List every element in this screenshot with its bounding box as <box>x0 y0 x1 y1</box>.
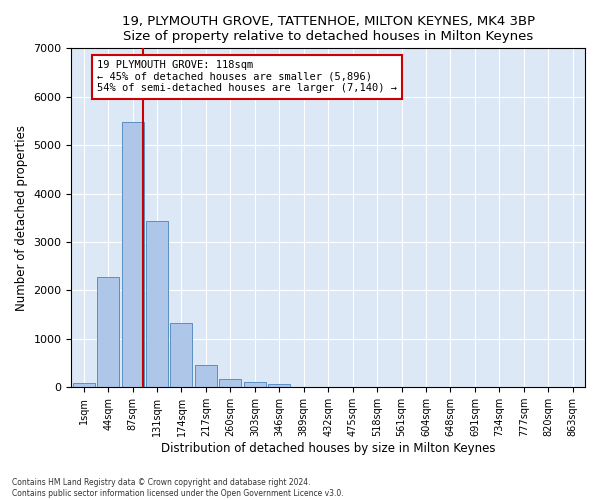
Text: Contains HM Land Registry data © Crown copyright and database right 2024.
Contai: Contains HM Land Registry data © Crown c… <box>12 478 344 498</box>
Bar <box>122 122 143 387</box>
Bar <box>97 277 119 387</box>
Title: 19, PLYMOUTH GROVE, TATTENHOE, MILTON KEYNES, MK4 3BP
Size of property relative : 19, PLYMOUTH GROVE, TATTENHOE, MILTON KE… <box>122 15 535 43</box>
Bar <box>170 324 193 387</box>
Bar <box>195 365 217 387</box>
X-axis label: Distribution of detached houses by size in Milton Keynes: Distribution of detached houses by size … <box>161 442 496 455</box>
Bar <box>268 384 290 387</box>
Bar <box>146 220 168 387</box>
Y-axis label: Number of detached properties: Number of detached properties <box>15 125 28 311</box>
Text: 19 PLYMOUTH GROVE: 118sqm
← 45% of detached houses are smaller (5,896)
54% of se: 19 PLYMOUTH GROVE: 118sqm ← 45% of detac… <box>97 60 397 94</box>
Bar <box>73 384 95 387</box>
Bar <box>220 380 241 387</box>
Bar <box>244 382 266 387</box>
